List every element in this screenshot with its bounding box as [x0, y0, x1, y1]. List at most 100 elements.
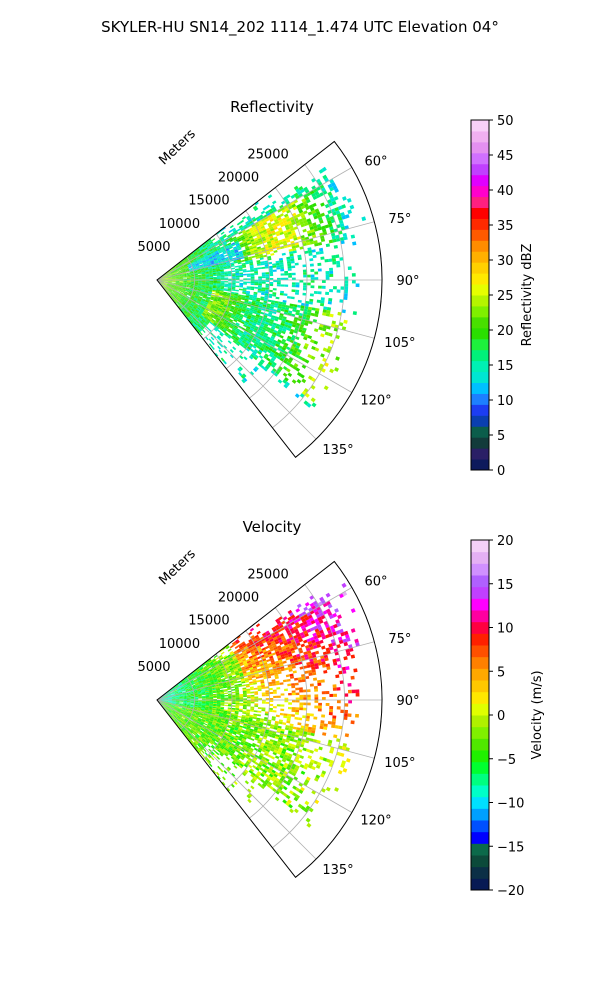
- reflectivity-gate: [181, 303, 185, 307]
- reflectivity-gate: [244, 312, 249, 315]
- velocity-gate: [168, 701, 172, 703]
- reflectivity-gate: [325, 312, 331, 317]
- reflectivity-gate: [293, 304, 298, 308]
- velocity-gate: [171, 698, 176, 700]
- reflectivity-gate: [254, 286, 259, 289]
- reflectivity-gate: [215, 304, 220, 308]
- reflectivity-gate: [334, 188, 340, 193]
- reflectivity-gate: [301, 357, 306, 362]
- reflectivity-gate: [220, 270, 224, 273]
- reflectivity-gate: [170, 272, 175, 275]
- reflectivity-gate: [171, 291, 175, 295]
- reflectivity-gate: [203, 254, 208, 257]
- velocity-gate: [167, 695, 172, 697]
- reflectivity-gate: [213, 299, 218, 302]
- reflectivity-gate: [183, 276, 187, 278]
- reflectivity-gate: [302, 292, 307, 296]
- reflectivity-gate: [265, 236, 270, 241]
- velocity-gate: [208, 691, 213, 693]
- reflectivity-gate: [246, 307, 251, 311]
- reflectivity-gate: [164, 280, 169, 282]
- reflectivity-gate: [245, 308, 250, 312]
- reflectivity-gate: [242, 345, 247, 350]
- reflectivity-gate: [285, 381, 290, 387]
- reflectivity-gate: [269, 273, 274, 277]
- velocity-gate: [167, 694, 172, 697]
- reflectivity-gate: [168, 289, 172, 293]
- reflectivity-gate: [200, 290, 205, 292]
- reflectivity-gate: [251, 352, 256, 357]
- reflectivity-gate: [172, 290, 176, 293]
- reflectivity-gate: [326, 306, 332, 311]
- reflectivity-gate: [277, 307, 282, 311]
- velocity-gate: [179, 683, 183, 687]
- velocity-gate: [210, 681, 215, 684]
- reflectivity-gate: [208, 290, 213, 293]
- velocity-gate: [167, 694, 172, 697]
- reflectivity-gate: [263, 341, 268, 346]
- reflectivity-gate: [278, 229, 284, 233]
- reflectivity-gate: [313, 328, 319, 333]
- reflectivity-gate: [235, 277, 240, 279]
- colorbar-tick-label: 5: [497, 429, 505, 444]
- reflectivity-gate: [190, 308, 195, 312]
- velocity-gate: [219, 685, 224, 688]
- velocity-gate: [163, 704, 167, 707]
- reflectivity-gate: [283, 326, 288, 330]
- velocity-gate: [170, 712, 174, 716]
- velocity-gate: [167, 704, 171, 707]
- reflectivity-gate: [204, 255, 208, 258]
- colorbar-swatch: [471, 207, 489, 219]
- velocity-gate: [212, 690, 217, 693]
- reflectivity-gate: [207, 252, 211, 256]
- reflectivity-gate: [195, 248, 200, 252]
- velocity-gate: [181, 688, 186, 691]
- reflectivity-gate: [190, 253, 194, 257]
- reflectivity-gate: [225, 238, 230, 242]
- reflectivity-gate: [183, 294, 187, 297]
- reflectivity-gate: [302, 327, 307, 332]
- reflectivity-gate: [213, 249, 218, 253]
- reflectivity-gate: [180, 298, 184, 301]
- reflectivity-gate: [280, 308, 285, 312]
- reflectivity-gate: [210, 261, 215, 264]
- reflectivity-gate: [197, 287, 202, 289]
- velocity-gate: [171, 697, 176, 699]
- reflectivity-gate: [180, 297, 185, 301]
- reflectivity-gate: [204, 267, 209, 270]
- reflectivity-gate: [264, 353, 269, 358]
- reflectivity-gate: [315, 193, 321, 199]
- reflectivity-gate: [178, 294, 182, 298]
- reflectivity-gate: [282, 316, 287, 320]
- velocity-gate: [214, 681, 219, 684]
- reflectivity-gate: [207, 245, 212, 249]
- reflectivity-gate: [306, 241, 311, 246]
- velocity-gate: [221, 719, 226, 723]
- reflectivity-gate: [278, 303, 283, 307]
- reflectivity-gate: [246, 222, 251, 226]
- reflectivity-gate: [181, 297, 185, 300]
- reflectivity-gate: [200, 268, 205, 270]
- reflectivity-gate: [183, 282, 187, 284]
- reflectivity-gate: [175, 282, 180, 284]
- reflectivity-gate: [170, 285, 175, 288]
- reflectivity-gate: [253, 327, 259, 332]
- reflectivity-gate: [249, 264, 254, 267]
- velocity-gate: [224, 676, 229, 680]
- velocity-gate: [184, 710, 189, 713]
- reflectivity-gate: [186, 303, 190, 306]
- velocity-gate: [180, 686, 185, 689]
- reflectivity-gate: [247, 330, 253, 335]
- reflectivity-gate: [175, 297, 179, 301]
- reflectivity-gate: [258, 303, 263, 307]
- reflectivity-gate: [275, 260, 280, 264]
- velocity-gate: [166, 711, 170, 715]
- reflectivity-gate: [190, 262, 195, 265]
- velocity-gate: [175, 685, 180, 689]
- velocity-gate: [194, 724, 198, 728]
- velocity-gate: [220, 696, 225, 698]
- velocity-gate: [216, 706, 221, 708]
- reflectivity-gate: [211, 304, 216, 307]
- reflectivity-gate: [277, 353, 283, 358]
- velocity-gate: [195, 683, 200, 686]
